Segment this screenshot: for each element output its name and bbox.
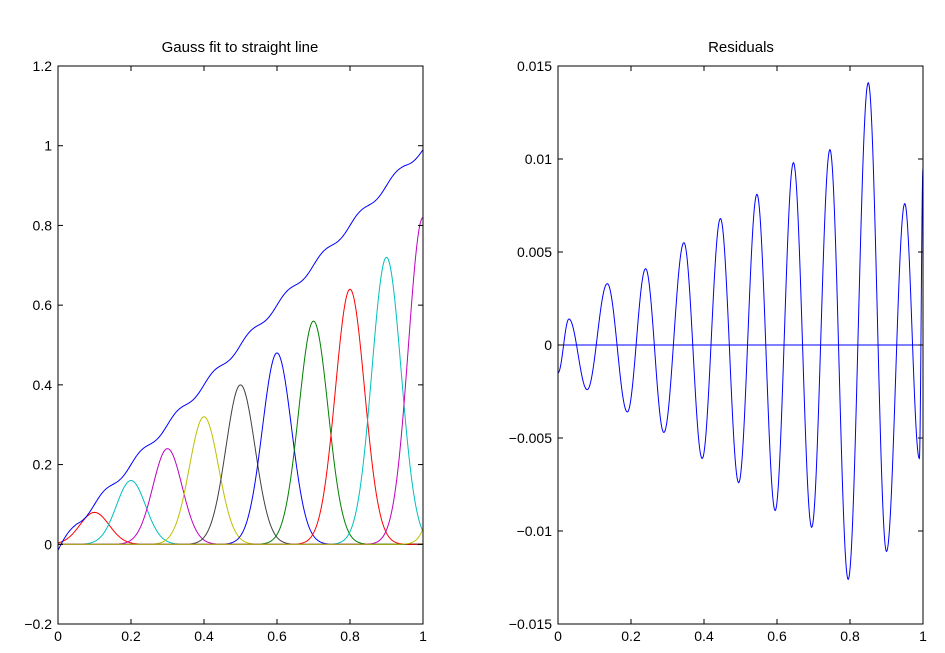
x-tick-label: 0.6: [767, 628, 787, 644]
x-tick-label: 1: [419, 628, 427, 644]
gaussian-component: [58, 416, 423, 545]
axis-ticks: 0 0.2 0.4 0.6 0.8 1−0.200.20.40.60.811.2: [24, 58, 427, 644]
y-tick-label: −0.005: [509, 430, 552, 446]
x-tick-label: 0.8: [340, 628, 360, 644]
gaussian-component: [58, 320, 423, 545]
x-tick-label: 0: [54, 628, 62, 644]
y-tick-label: 0: [544, 337, 552, 353]
residual-curve: [557, 81, 924, 581]
y-tick-label: −0.01: [517, 523, 553, 539]
gaussian-component: [58, 511, 423, 545]
y-tick-label: 0.015: [517, 58, 552, 74]
y-tick-label: 1.2: [33, 58, 53, 74]
chart-residuals: Residuals 0 0.2 0.4 0.6 0.8 1 −0.015 −0.01 −0.00…: [509, 39, 927, 644]
y-tick-label: 1: [44, 138, 52, 154]
chart-title: Gauss fit to straight line: [162, 39, 319, 56]
y-tick-label: −0.2: [24, 616, 52, 632]
x-tick-label: 0.6: [267, 628, 287, 644]
y-tick-label: 0.8: [33, 217, 53, 233]
x-tick-label: 0.8: [840, 628, 860, 644]
axis-ticks: 0 0.2 0.4 0.6 0.8 1 −0.015 −0.01 −0.005 0 0.005 0.0…: [509, 58, 927, 644]
x-tick-label: 0.2: [121, 628, 141, 644]
gaussian-component: [58, 528, 423, 545]
gaussian-component: [58, 480, 423, 545]
plot-area: [557, 81, 924, 581]
axes-box: [57, 65, 424, 625]
fit-curve: [58, 149, 423, 551]
x-tick-label: 1: [919, 628, 927, 644]
x-tick-label: 0.4: [194, 628, 214, 644]
x-tick-label: 0.4: [694, 628, 714, 644]
x-tick-label: 0: [554, 628, 562, 644]
y-tick-label: −0.015: [509, 616, 552, 632]
x-tick-label: 0.2: [621, 628, 641, 644]
gaussian-component: [58, 217, 423, 545]
chart-gauss-fit: Gauss fit to straight line 0 0.2 0.4 0.6 0.8…: [24, 39, 427, 644]
y-tick-label: 0.2: [33, 457, 53, 473]
chart-title: Residuals: [708, 39, 774, 56]
y-tick-label: 0: [44, 536, 52, 552]
plot-area: [58, 149, 423, 551]
y-tick-label: 0.005: [517, 244, 552, 260]
y-tick-label: 0.4: [33, 377, 53, 393]
y-tick-label: 0.01: [525, 151, 552, 167]
gaussian-component: [58, 256, 423, 545]
y-tick-label: 0.6: [33, 297, 53, 313]
